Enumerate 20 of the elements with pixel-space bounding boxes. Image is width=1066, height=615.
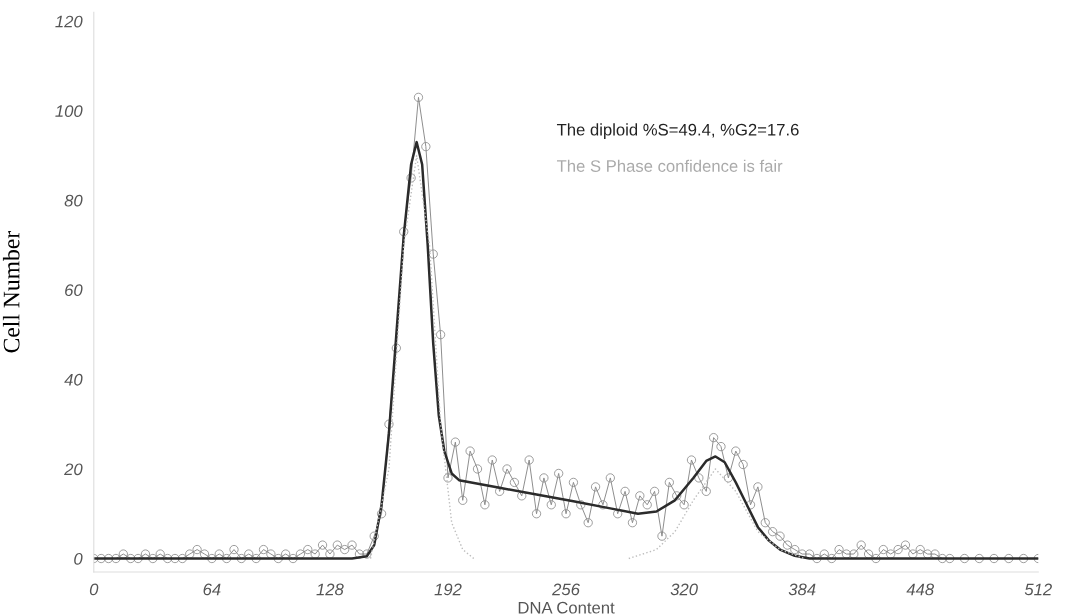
- x-tick-label: 448: [906, 583, 935, 596]
- x-tick-label: 128: [316, 583, 344, 596]
- y-axis-title: Cell Number: [2, 231, 20, 353]
- y-tick-label: 0: [74, 552, 83, 565]
- x-tick-label: 0: [89, 583, 99, 596]
- x-tick-label: 384: [788, 583, 816, 596]
- x-tick-label: 256: [552, 583, 580, 596]
- x-axis-title: DNA Content: [518, 601, 615, 614]
- y-tick-label: 60: [65, 284, 83, 297]
- x-tick-label: 320: [670, 583, 698, 596]
- x-tick-label: 512: [1024, 583, 1052, 596]
- x-tick-label: 64: [203, 583, 221, 596]
- y-tick-label: 80: [64, 194, 83, 207]
- y-tick-label: 40: [64, 373, 83, 386]
- annotation: The S Phase confidence is fair: [556, 159, 783, 172]
- y-tick-label: 100: [55, 105, 83, 117]
- y-tick-label: 120: [55, 15, 83, 28]
- annotation: The diploid %S=49.4, %G2=17.6: [556, 123, 799, 139]
- x-tick-label: 192: [434, 583, 462, 596]
- y-tick-label: 20: [64, 463, 83, 476]
